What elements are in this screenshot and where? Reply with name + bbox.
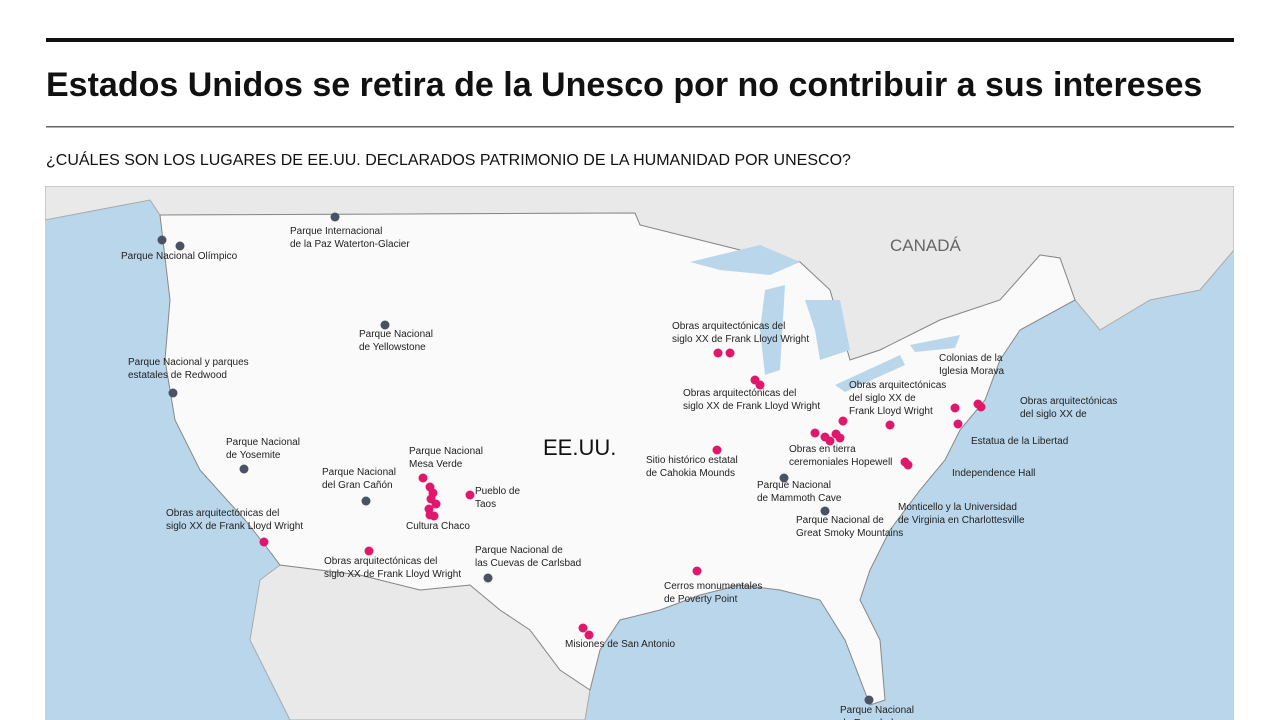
site-marker xyxy=(864,695,874,705)
site-marker xyxy=(725,348,735,358)
site-marker xyxy=(364,546,374,556)
site-label: de Mammoth Cave xyxy=(757,493,842,504)
site-marker xyxy=(825,436,835,446)
site-marker xyxy=(330,212,340,222)
title: Estados Unidos se retira de la Unesco po… xyxy=(46,66,1202,104)
site-label: Independence Hall xyxy=(952,468,1035,479)
site-marker xyxy=(712,445,722,455)
country-label: CANADÁ xyxy=(890,236,962,255)
country-label: EE.UU. xyxy=(543,435,616,460)
sites: Parque Nacional Olímpico Parque Internaci… xyxy=(121,212,1117,720)
site-label: de Yellowstone xyxy=(359,342,426,353)
site-marker xyxy=(578,623,588,633)
site-label: Parque Nacional de xyxy=(475,545,563,556)
site-marker xyxy=(713,348,723,358)
site-label: Misiones de San Antonio xyxy=(565,639,676,650)
site-marker xyxy=(157,235,167,245)
site-marker xyxy=(779,473,789,483)
site-label: Sitio histórico estatal xyxy=(646,455,738,466)
site-label: Obras en tierra xyxy=(789,444,856,455)
site-label: de Everglades xyxy=(840,718,904,720)
site-label: Parque Nacional xyxy=(322,467,396,478)
site-label: del siglo XX de xyxy=(849,393,916,404)
site-label: Colonias de la xyxy=(939,353,1003,364)
site-label: Obras arquitectónicas del xyxy=(324,556,437,567)
site-label: Taos xyxy=(475,499,496,510)
site-label: Obras arquitectónicas del xyxy=(166,508,279,519)
site-marker xyxy=(885,420,895,430)
site-label: Great Smoky Mountains xyxy=(796,528,903,539)
subtitle: ¿CUÁLES SON LOS LUGARES DE EE.UU. DECLAR… xyxy=(46,150,851,169)
site-label: Mesa Verde xyxy=(409,459,463,470)
site-label: de Virginia en Charlottesville xyxy=(898,515,1025,526)
site-label: siglo XX de Frank Lloyd Wright xyxy=(672,334,809,345)
site-marker xyxy=(175,241,185,251)
site-label: Pueblo de xyxy=(475,486,520,497)
site-label: Frank Lloyd Wright xyxy=(849,406,933,417)
site-marker xyxy=(380,320,390,330)
site-label: de Poverty Point xyxy=(664,594,738,605)
site-marker xyxy=(361,496,371,506)
site-label: Parque Nacional de xyxy=(796,515,884,526)
usa xyxy=(159,212,1076,706)
site-label: ceremoniales Hopewell xyxy=(789,457,892,468)
site-label: Parque Nacional xyxy=(757,480,831,491)
lake-michigan xyxy=(760,285,785,375)
site-label: Parque Internacional xyxy=(290,226,382,237)
site-label: Parque Nacional xyxy=(359,329,433,340)
site-marker xyxy=(259,537,269,547)
site-marker xyxy=(483,573,493,583)
site-label: de Yosemite xyxy=(226,450,281,461)
lake-erie xyxy=(835,355,905,392)
site-label: siglo XX de Frank Lloyd Wright xyxy=(166,521,303,532)
site-label: Cerros monumentales xyxy=(664,581,762,592)
site-marker xyxy=(755,380,765,390)
site-marker xyxy=(835,433,845,443)
top-rule xyxy=(46,38,1234,42)
site-label: Iglesia Morava xyxy=(939,366,1004,377)
site-marker xyxy=(950,403,960,413)
site-marker xyxy=(838,416,848,426)
site-marker xyxy=(953,419,963,429)
site-label: siglo XX de Frank Lloyd Wright xyxy=(324,569,461,580)
site-label: Obras arquitectónicas del xyxy=(672,321,785,332)
site-label: Parque Nacional y parques xyxy=(128,357,249,368)
site-label: del Gran Cañón xyxy=(322,480,393,491)
site-marker xyxy=(810,428,820,438)
site-label: de la Paz Waterton-Glacier xyxy=(290,239,410,250)
site-label: Parque Nacional xyxy=(409,446,483,457)
site-label: Monticello y la Universidad xyxy=(898,502,1017,513)
map: CANADÁ EE.UU. Parque Nacional OlímpicoPa… xyxy=(45,186,1234,720)
site-label: estatales de Redwood xyxy=(128,370,227,381)
lake-ontario xyxy=(910,335,960,352)
site-marker xyxy=(692,566,702,576)
site-label: del siglo XX de xyxy=(1020,409,1087,420)
site-label: Obras arquitectónicas del xyxy=(683,388,796,399)
site-label: Parque Nacional xyxy=(226,437,300,448)
site-label: de Cahokia Mounds xyxy=(646,468,735,479)
site-marker xyxy=(465,490,475,500)
lake-superior xyxy=(690,245,800,275)
site-label: Parque Nacional xyxy=(840,705,914,716)
site-marker xyxy=(418,473,428,483)
site-label: Estatua de la Libertad xyxy=(971,436,1068,447)
site-marker xyxy=(168,388,178,398)
site-marker xyxy=(239,464,249,474)
site-marker xyxy=(976,402,986,412)
site-marker xyxy=(431,499,441,509)
site-label: Parque Nacional Olímpico xyxy=(121,251,238,262)
title-rule xyxy=(46,126,1234,128)
lake-huron xyxy=(805,300,850,360)
site-label: siglo XX de Frank Lloyd Wright xyxy=(683,401,820,412)
site-label: Obras arquitectónicas xyxy=(1020,396,1117,407)
site-marker xyxy=(820,506,830,516)
site-label: Obras arquitectónicas xyxy=(849,380,946,391)
site-label: las Cuevas de Carlsbad xyxy=(475,558,581,569)
site-marker xyxy=(584,630,594,640)
site-marker xyxy=(903,460,913,470)
site-label: Cultura Chaco xyxy=(406,521,470,532)
site-marker xyxy=(425,510,435,520)
